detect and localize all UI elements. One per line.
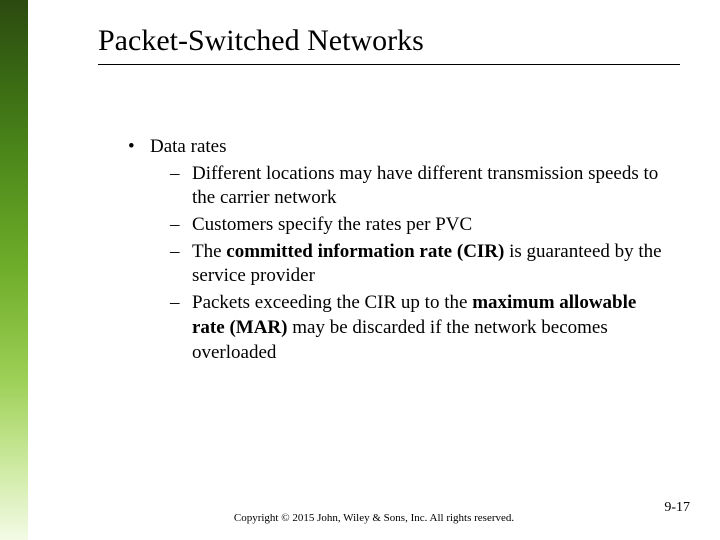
sidebar-gradient: [0, 0, 28, 540]
footer-page-number: 9-17: [664, 500, 690, 516]
sub-bullet-item: Different locations may have different t…: [170, 162, 670, 211]
bullet-list-level2: Different locations may have different t…: [150, 162, 670, 366]
bullet-item: Data rates Different locations may have …: [128, 135, 670, 365]
sub-bullet-text-pre: The: [192, 241, 226, 262]
sub-bullet-item: Customers specify the rates per PVC: [170, 213, 670, 238]
sub-bullet-item: The committed information rate (CIR) is …: [170, 240, 670, 289]
slide-content: Packet-Switched Networks Data rates Diff…: [28, 0, 720, 540]
slide-body: Data rates Different locations may have …: [28, 65, 720, 365]
sub-bullet-text-pre: Packets exceeding the CIR up to the: [192, 292, 472, 313]
footer-copyright: Copyright © 2015 John, Wiley & Sons, Inc…: [28, 512, 720, 524]
slide-title: Packet-Switched Networks: [28, 0, 720, 64]
sub-bullet-text: Different locations may have different t…: [192, 163, 658, 209]
sub-bullet-text: Customers specify the rates per PVC: [192, 214, 472, 235]
sub-bullet-text-bold: committed information rate (CIR): [226, 241, 504, 262]
bullet-list-level1: Data rates Different locations may have …: [128, 135, 670, 365]
sub-bullet-item: Packets exceeding the CIR up to the maxi…: [170, 291, 670, 365]
bullet-text: Data rates: [150, 136, 226, 157]
